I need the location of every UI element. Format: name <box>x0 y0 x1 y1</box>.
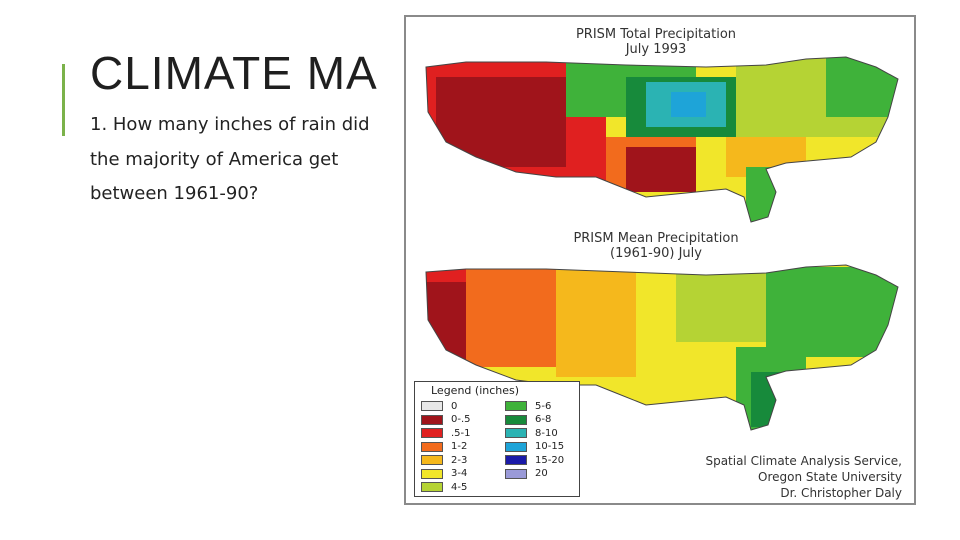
slide-title: CLIMATE MA <box>90 47 378 99</box>
legend-swatch <box>421 414 443 425</box>
credit-line3: Dr. Christopher Daly <box>780 486 902 500</box>
map-mean-regions <box>426 265 898 430</box>
legend-label: 20 <box>535 468 548 479</box>
legend-item: .5-1 <box>421 427 471 439</box>
question-text: 1. How many inches of rain did the major… <box>90 114 370 204</box>
credit-text: Spatial Climate Analysis Service, Oregon… <box>705 453 902 501</box>
legend-item: 3-4 <box>421 468 467 480</box>
precipitation-map-figure: PRISM Total Precipitation July 1993 <box>404 15 916 505</box>
map-1993-image <box>425 56 899 431</box>
accent-bar <box>62 64 65 136</box>
legend-swatch <box>505 428 527 438</box>
legend-swatch <box>421 468 443 479</box>
map-mean-title-line2: (1961-90) July <box>610 246 702 261</box>
credit-line1: Spatial Climate Analysis Service, <box>705 454 902 468</box>
legend-swatch <box>421 401 443 411</box>
legend-swatch <box>505 401 527 411</box>
legend-swatch <box>505 414 527 425</box>
legend-label: .5-1 <box>451 427 471 439</box>
legend-label: 2-3 <box>451 454 468 466</box>
map-1993-title: PRISM Total Precipitation July 1993 <box>526 27 786 57</box>
legend-item: 1-2 <box>421 441 467 453</box>
legend-item: 0-.5 <box>421 414 471 426</box>
legend-item: 4-5 <box>421 481 467 493</box>
legend-label: 3-4 <box>451 468 468 479</box>
legend-item: 0 <box>421 400 457 412</box>
legend-swatch <box>421 428 443 438</box>
legend-item: 15-20 <box>505 454 564 466</box>
legend-item: 5-6 <box>505 400 551 412</box>
legend-label: 1-2 <box>451 441 468 452</box>
legend-label: 0 <box>451 400 458 412</box>
legend-label: 4-5 <box>451 481 468 493</box>
legend-label: 5-6 <box>535 400 552 412</box>
map-mean-title: PRISM Mean Precipitation (1961-90) July <box>526 231 786 261</box>
legend-item: 6-8 <box>505 414 551 426</box>
legend-swatch <box>421 482 443 492</box>
map-1993-title-line2: July 1993 <box>625 42 687 57</box>
legend-label: 6-8 <box>535 414 552 425</box>
legend-label: 10-15 <box>535 441 565 452</box>
legend-label: 8-10 <box>535 427 558 439</box>
legend-item: 8-10 <box>505 427 558 439</box>
legend-swatch <box>505 441 527 452</box>
legend-label: 15-20 <box>535 454 565 466</box>
map-1993-title-line1: PRISM Total Precipitation <box>575 27 737 42</box>
precipitation-legend: Legend (inches) 0 0-.5 .5-1 1-2 2-3 3-4 4-5 5-6… <box>414 381 580 497</box>
legend-item: 20 <box>505 468 548 480</box>
map-1993-regions <box>426 57 898 222</box>
map-mean-title-line1: PRISM Mean Precipitation <box>573 231 739 246</box>
legend-swatch <box>421 455 443 465</box>
legend-item: 10-15 <box>505 441 564 453</box>
legend-title: Legend (inches) <box>431 384 520 397</box>
legend-label: 0-.5 <box>451 414 471 425</box>
legend-swatch <box>505 455 527 465</box>
legend-swatch <box>421 441 443 452</box>
legend-swatch <box>505 468 527 479</box>
credit-line2: Oregon State University <box>758 470 902 484</box>
legend-item: 2-3 <box>421 454 467 466</box>
